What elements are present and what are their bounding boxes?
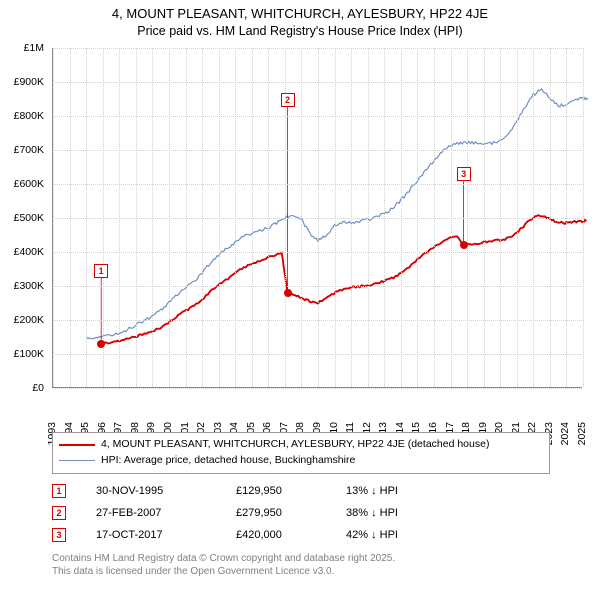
- transaction-date: 17-OCT-2017: [96, 529, 236, 541]
- chart-plot-area: 1 2 3: [52, 48, 582, 388]
- gridline-v: [401, 48, 402, 387]
- transaction-price: £129,950: [236, 485, 346, 497]
- gridline-v: [335, 48, 336, 387]
- legend: 4, MOUNT PLEASANT, WHITCHURCH, AYLESBURY…: [52, 432, 550, 474]
- legend-label: 4, MOUNT PLEASANT, WHITCHURCH, AYLESBURY…: [101, 437, 489, 453]
- transaction-row: 3 17-OCT-2017£420,00042% ↓ HPI: [52, 524, 398, 546]
- marker-dot-2: [284, 289, 292, 297]
- legend-label: HPI: Average price, detached house, Buck…: [101, 453, 355, 469]
- gridline-v: [484, 48, 485, 387]
- y-tick-label: £900K: [0, 76, 48, 88]
- gridline-v: [301, 48, 302, 387]
- transactions-table: 1 30-NOV-1995£129,95013% ↓ HPI 2 27-FEB-200…: [52, 480, 398, 546]
- series-price_paid: [101, 215, 586, 344]
- transaction-marker: 2: [52, 506, 66, 520]
- footer-attribution: Contains HM Land Registry data © Crown c…: [52, 552, 395, 578]
- transaction-row: 2 27-FEB-2007£279,95038% ↓ HPI: [52, 502, 398, 524]
- gridline-v: [152, 48, 153, 387]
- gridline-v: [451, 48, 452, 387]
- chart-container: 4, MOUNT PLEASANT, WHITCHURCH, AYLESBURY…: [0, 0, 600, 590]
- gridline-v: [467, 48, 468, 387]
- gridline-v: [202, 48, 203, 387]
- gridline-v: [169, 48, 170, 387]
- marker-dot-1: [97, 340, 105, 348]
- legend-item: 4, MOUNT PLEASANT, WHITCHURCH, AYLESBURY…: [59, 437, 543, 453]
- gridline-v: [368, 48, 369, 387]
- gridline-v: [268, 48, 269, 387]
- y-tick-label: £100K: [0, 348, 48, 360]
- gridline-v: [136, 48, 137, 387]
- marker-box-3: 3: [457, 167, 471, 181]
- x-tick-label: 2025: [576, 422, 588, 445]
- gridline-v: [533, 48, 534, 387]
- transaction-marker: 1: [52, 484, 66, 498]
- gridline-v: [235, 48, 236, 387]
- y-tick-label: £700K: [0, 144, 48, 156]
- legend-swatch: [59, 460, 95, 461]
- gridline-v: [103, 48, 104, 387]
- transaction-price: £279,950: [236, 507, 346, 519]
- y-tick-label: £500K: [0, 212, 48, 224]
- transaction-price: £420,000: [236, 529, 346, 541]
- gridline-v: [53, 48, 54, 387]
- gridline-v: [252, 48, 253, 387]
- title-subtitle: Price paid vs. HM Land Registry's House …: [0, 23, 600, 39]
- legend-item: HPI: Average price, detached house, Buck…: [59, 453, 543, 469]
- gridline-v: [384, 48, 385, 387]
- gridline-v: [550, 48, 551, 387]
- transaction-row: 1 30-NOV-1995£129,95013% ↓ HPI: [52, 480, 398, 502]
- y-tick-label: £200K: [0, 314, 48, 326]
- gridline-v: [186, 48, 187, 387]
- series-hpi: [86, 89, 588, 339]
- y-tick-label: £800K: [0, 110, 48, 122]
- marker-dot-3: [460, 241, 468, 249]
- y-tick-label: £0: [0, 382, 48, 394]
- transaction-date: 30-NOV-1995: [96, 485, 236, 497]
- title-address: 4, MOUNT PLEASANT, WHITCHURCH, AYLESBURY…: [0, 6, 600, 23]
- gridline-v: [583, 48, 584, 387]
- gridline-v: [434, 48, 435, 387]
- gridline-v: [500, 48, 501, 387]
- transaction-hpi-diff: 42% ↓ HPI: [346, 529, 398, 541]
- y-tick-label: £400K: [0, 246, 48, 258]
- gridline-v: [318, 48, 319, 387]
- gridline-v: [517, 48, 518, 387]
- y-tick-label: £1M: [0, 42, 48, 54]
- gridline-v: [219, 48, 220, 387]
- transaction-marker: 3: [52, 528, 66, 542]
- marker-box-1: 1: [94, 264, 108, 278]
- gridline-v: [351, 48, 352, 387]
- transaction-hpi-diff: 38% ↓ HPI: [346, 507, 398, 519]
- gridline-v: [70, 48, 71, 387]
- gridline-v: [566, 48, 567, 387]
- footer-line1: Contains HM Land Registry data © Crown c…: [52, 552, 395, 565]
- gridline-v: [86, 48, 87, 387]
- gridline-h: [53, 388, 582, 389]
- gridline-v: [119, 48, 120, 387]
- chart-title: 4, MOUNT PLEASANT, WHITCHURCH, AYLESBURY…: [0, 0, 600, 39]
- marker-box-2: 2: [281, 93, 295, 107]
- legend-swatch: [59, 444, 95, 446]
- gridline-v: [417, 48, 418, 387]
- y-tick-label: £600K: [0, 178, 48, 190]
- transaction-hpi-diff: 13% ↓ HPI: [346, 485, 398, 497]
- transaction-date: 27-FEB-2007: [96, 507, 236, 519]
- x-tick-label: 2024: [559, 422, 571, 445]
- y-tick-label: £300K: [0, 280, 48, 292]
- footer-line2: This data is licensed under the Open Gov…: [52, 565, 395, 578]
